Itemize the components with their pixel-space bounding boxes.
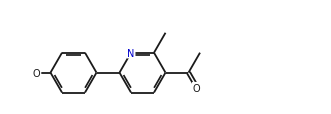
Text: O: O [193, 83, 200, 93]
Text: N: N [127, 48, 135, 58]
Text: O: O [33, 68, 40, 78]
